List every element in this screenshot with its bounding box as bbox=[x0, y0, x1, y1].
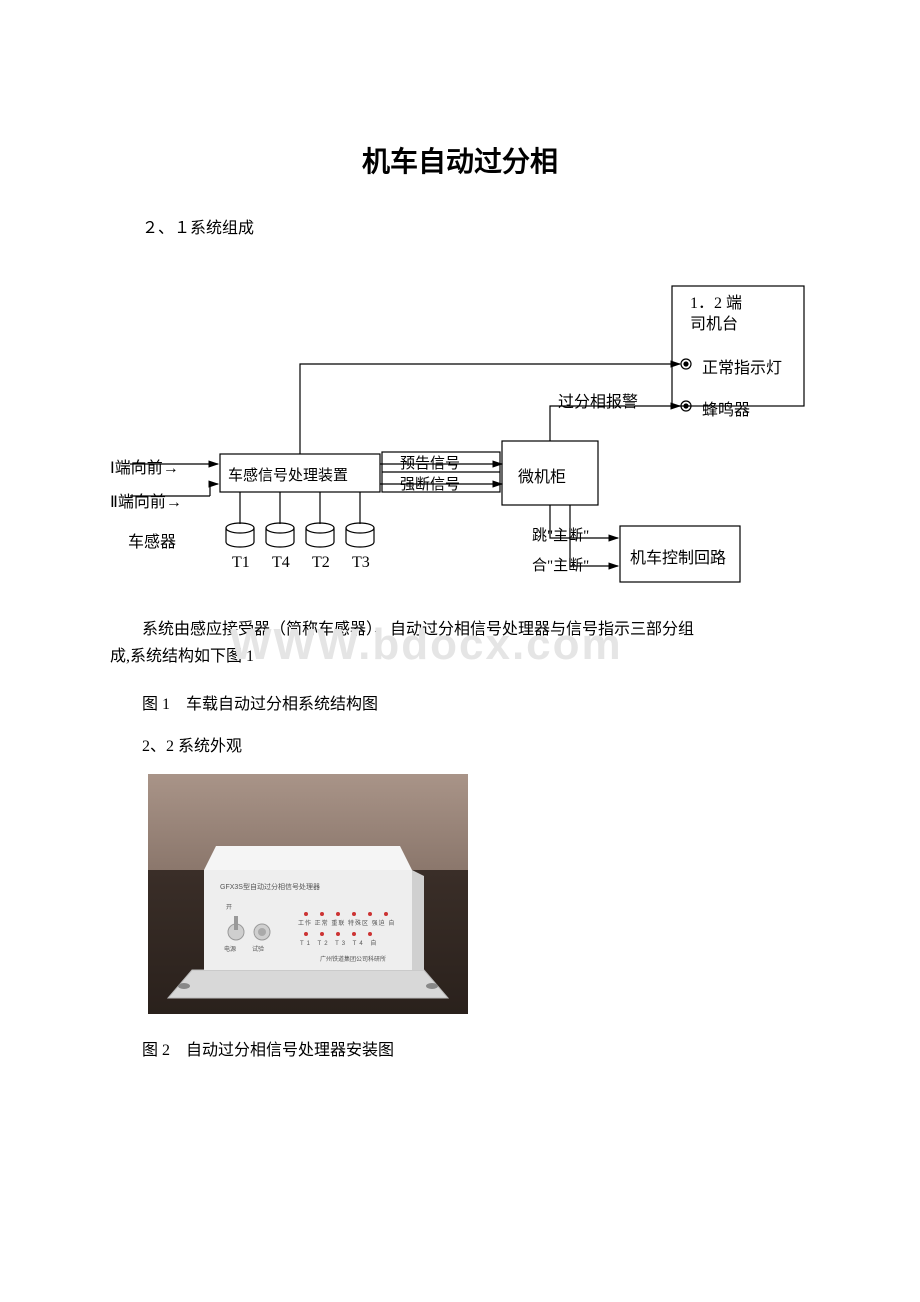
page-title: 机车自动过分相 bbox=[110, 140, 810, 180]
system-diagram: 1．2 端司机台 正常指示灯 蜂鸣器 过分相报警 预告信号 强断信号 车感信号处… bbox=[110, 266, 810, 596]
device-model-label: GFX3S型自动过分相信号处理器 bbox=[220, 882, 320, 892]
maker-label: 广州铁道集团公司科研所 bbox=[320, 954, 386, 963]
jump-main-label: 跳"主断" bbox=[532, 524, 589, 545]
paragraph-1b: 成,系统结构如下图 1 bbox=[110, 648, 254, 665]
t2-label: T2 bbox=[312, 554, 330, 572]
figure-1-caption: 图 1 车载自动过分相系统结构图 bbox=[110, 690, 810, 714]
kaiguan-label: 开 bbox=[226, 902, 232, 911]
end1-label: Ⅰ端向前→ bbox=[110, 454, 179, 478]
signal-unit-label: 车感信号处理装置 bbox=[228, 464, 348, 485]
preannounce-label: 预告信号 bbox=[400, 452, 460, 473]
section-2-heading: 2、2 系统外观 bbox=[110, 732, 810, 756]
led-row1-label: 工作 正常 重联 特殊区 强迫 自 bbox=[298, 918, 395, 927]
force-break-label: 强断信号 bbox=[400, 473, 460, 494]
paragraph-1a: 系统由感应接受器（简称车感器）、自动过分相信号处理器与信号指示三部分组 bbox=[110, 616, 694, 643]
normal-led-label: 正常指示灯 bbox=[702, 354, 782, 378]
section-1-heading: ２、１系统组成 bbox=[110, 214, 810, 238]
close-main-label: 合"主断" bbox=[532, 554, 589, 575]
device-photo: GFX3S型自动过分相信号处理器 开 电源 试验 工作 正常 重联 特殊区 强迫… bbox=[148, 774, 468, 1014]
paragraph-1: 系统由感应接受器（简称车感器）、自动过分相信号处理器与信号指示三部分组 成,系统… bbox=[110, 616, 810, 670]
end2-label: Ⅱ端向前→ bbox=[110, 488, 182, 512]
sensor-label: 车感器 bbox=[128, 528, 176, 552]
power-label: 电源 bbox=[224, 944, 236, 953]
test-label: 试验 bbox=[252, 944, 264, 953]
t4-label: T4 bbox=[272, 554, 290, 572]
figure-2-caption: 图 2 自动过分相信号处理器安装图 bbox=[110, 1036, 810, 1060]
led-row2-label: T1 T2 T3 T4 自 bbox=[300, 938, 379, 947]
t1-label: T1 bbox=[232, 554, 250, 572]
driver-console-label: 1．2 端司机台 bbox=[690, 294, 742, 336]
alarm-label: 过分相报警 bbox=[558, 388, 638, 412]
buzzer-label: 蜂鸣器 bbox=[702, 396, 750, 420]
micro-cabinet-label: 微机柜 bbox=[518, 463, 566, 487]
t3-label: T3 bbox=[352, 554, 370, 572]
control-loop-label: 机车控制回路 bbox=[630, 544, 726, 568]
